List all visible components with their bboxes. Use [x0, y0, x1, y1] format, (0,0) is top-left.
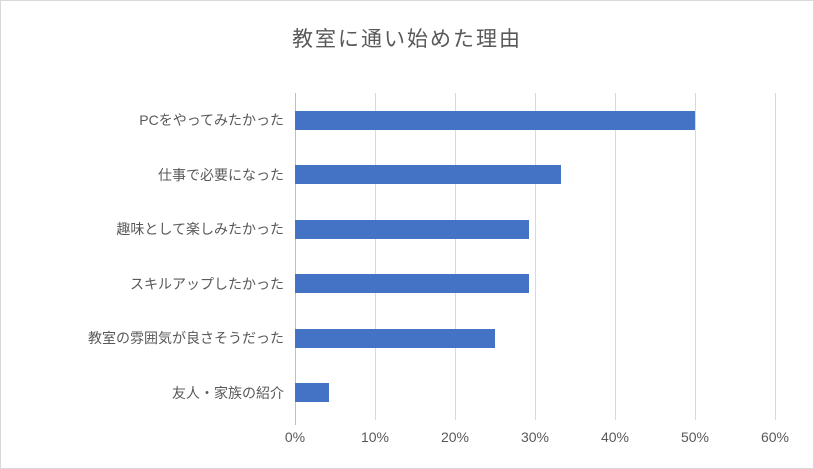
- category-label: PCをやってみたかった: [139, 112, 284, 129]
- chart-title: 教室に通い始めた理由: [292, 28, 522, 51]
- gridline: [775, 93, 776, 420]
- x-axis-tick-label: 20%: [440, 429, 470, 445]
- bar: [295, 110, 695, 130]
- x-axis-tick-label: 10%: [360, 429, 390, 445]
- bar: [295, 328, 495, 348]
- gridline: [535, 93, 536, 420]
- bar: [295, 274, 529, 294]
- gridline: [375, 93, 376, 420]
- x-axis-tick-label: 60%: [760, 429, 790, 445]
- category-label: 教室の雰囲気が良さそうだった: [88, 330, 284, 347]
- category-label: 趣味として楽しみたかった: [116, 221, 284, 238]
- bar: [295, 165, 562, 185]
- bar: [295, 219, 529, 239]
- x-axis-tick-label: 0%: [284, 429, 306, 445]
- category-label: 友人・家族の紹介: [172, 384, 284, 401]
- x-axis-tick-label: 50%: [680, 429, 710, 445]
- gridline: [695, 93, 696, 420]
- bar: [295, 383, 329, 403]
- x-axis-tick-label: 40%: [600, 429, 630, 445]
- category-label: 仕事で必要になった: [158, 166, 284, 183]
- gridline: [455, 93, 456, 420]
- x-axis-tick-label: 30%: [520, 429, 550, 445]
- category-label: スキルアップしたかった: [130, 275, 284, 292]
- category-axis-line: [295, 93, 296, 425]
- gridline: [615, 93, 616, 420]
